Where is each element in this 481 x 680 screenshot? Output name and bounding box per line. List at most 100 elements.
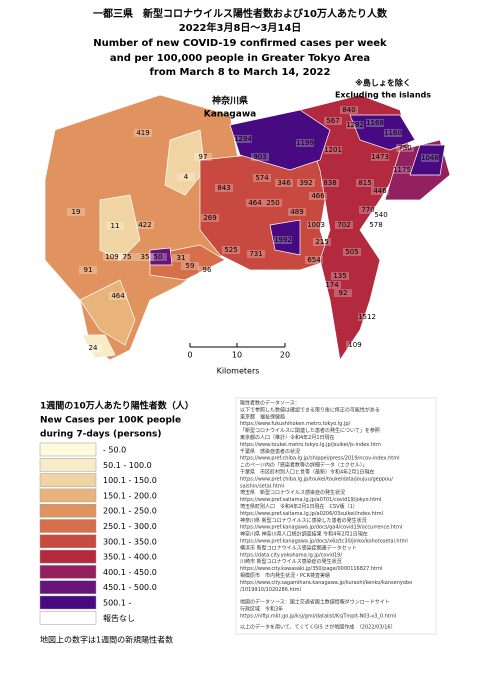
label-box xyxy=(251,153,269,161)
source-line: https://www.city.sagamihara.kanagawa.jp/… xyxy=(240,580,412,586)
map-label: 419 xyxy=(136,129,149,137)
label-box xyxy=(79,266,97,274)
map-label: 392 xyxy=(299,179,312,187)
map-label: 489 xyxy=(290,208,303,216)
map-shapes xyxy=(44,94,451,361)
source-line: 千葉県 感染症患者の状況 xyxy=(240,448,300,455)
label-box xyxy=(372,211,390,219)
label-box xyxy=(177,173,195,181)
source-line: https://www.fukushihoken.metro.tokyo.lg.… xyxy=(240,421,350,427)
legend-swatch xyxy=(39,488,97,503)
label-box xyxy=(134,129,152,137)
source-line: 行政区域 令和3年 xyxy=(240,606,283,613)
label-box xyxy=(359,206,377,214)
map-label: 422 xyxy=(138,221,151,229)
label-box xyxy=(288,208,306,216)
map-label: 1294 xyxy=(234,135,252,143)
label-box xyxy=(234,135,252,143)
source-line: https://www.city.kawasaki.jp/350/page/00… xyxy=(240,566,382,572)
source-line: saishin/setai.html xyxy=(240,483,284,489)
label-box xyxy=(274,236,292,244)
map-label: 96 xyxy=(203,266,212,274)
map-label: 731 xyxy=(249,250,262,258)
map-label: 215 xyxy=(315,238,328,246)
label-box xyxy=(136,221,154,229)
map-label: 1160 xyxy=(384,129,402,137)
label-box xyxy=(324,146,342,154)
label-box xyxy=(264,199,282,207)
label-box xyxy=(215,184,233,192)
source-line: https://www.pref.kanagawa.jp/docs/x6z/tc… xyxy=(240,539,408,545)
source-line: https://nlftp.mlit.go.jp/ksj/gml/datalis… xyxy=(240,614,396,620)
map-label: 59 xyxy=(186,262,195,270)
map-label: 446 xyxy=(373,187,387,195)
map-label: 464 xyxy=(111,292,125,300)
legend-label: 100.1 - 150.0 xyxy=(103,476,157,485)
source-line: 陽性者数のデータソース： xyxy=(240,400,300,407)
source-line: 埼玉県町別人口 令和4年2月1日現在 CSV版（1） xyxy=(240,503,358,510)
legend-swatch xyxy=(39,534,97,549)
label-box xyxy=(323,281,341,289)
legend-title: New Cases per 100K people xyxy=(40,416,181,426)
source-line: https://www.pref.kanagawa.jp/docs/ga4/co… xyxy=(240,525,402,531)
label-box xyxy=(172,254,190,262)
map-label: 770 xyxy=(361,206,374,214)
legend-swatch xyxy=(39,473,97,487)
legend-swatch xyxy=(39,519,97,533)
note: ※島しょを除く xyxy=(355,78,411,88)
region xyxy=(269,219,301,256)
label-box xyxy=(103,253,121,261)
map-label: 540 xyxy=(374,211,387,219)
source-line: 東京都 福祉保健局 xyxy=(240,413,285,420)
label-box xyxy=(84,344,102,352)
map-label: 250 xyxy=(266,199,279,207)
footnote: 地図上の数字は1週間の新規陽性者数 xyxy=(40,635,173,645)
legend-label: 450.1 - 500.0 xyxy=(103,583,157,592)
source-line: このページ内の「感染者数等の詳細データ（エクセル）」 xyxy=(240,462,367,469)
label-box xyxy=(396,144,414,152)
map-label: 525 xyxy=(224,246,237,254)
source-line: https://data.city.yokohama.lg.jp/covid19… xyxy=(240,552,342,558)
map-label: 840 xyxy=(342,106,355,114)
label-box xyxy=(371,153,389,161)
legend-title: during 7-days (persons) xyxy=(40,430,161,440)
region xyxy=(81,334,116,359)
legend-title: 1週間の10万人あたり陽性者数（人） xyxy=(40,400,194,412)
legend-label: 350.1 - 400.0 xyxy=(103,553,157,562)
map-label: 1175 xyxy=(393,166,411,174)
source-line: 川崎市 新型コロナウイルス感染症の発生状況 xyxy=(240,558,342,565)
region xyxy=(349,114,416,151)
label-box xyxy=(201,214,219,222)
map-label: 654 xyxy=(307,256,321,264)
map-label: 750 xyxy=(398,144,411,152)
region xyxy=(229,109,331,171)
map-label: 24 xyxy=(89,344,98,352)
legend-label: 50.1 - 100.0 xyxy=(103,461,152,470)
scale-label: 0 xyxy=(187,351,192,360)
scale-label: 10 xyxy=(232,351,242,360)
title-line: and per 100,000 people in Greater Tokyo … xyxy=(110,53,370,64)
map-label: 1048 xyxy=(421,154,439,162)
map-label: 1168 xyxy=(366,119,384,127)
label-box xyxy=(313,238,331,246)
map-label: 135 xyxy=(333,272,346,280)
map-label: 50 xyxy=(154,253,163,261)
source-line: 東京都の人口（推計）令和4年2月1日現在 xyxy=(240,434,335,441)
map-label: 1473 xyxy=(371,153,389,161)
legend-swatch xyxy=(39,565,97,579)
label-box xyxy=(346,341,364,349)
source-line: 千葉県 市区町村別人口と世帯（最新）令和4年2月1日現在 xyxy=(240,469,375,476)
source-line: 神奈川県 神奈川県人口統計調査結果 令和4年2月1日現在 xyxy=(240,531,368,538)
label-box xyxy=(371,187,389,195)
label-box xyxy=(356,179,374,187)
source-line: https://www.pref.chiba.lg.jp/toukei/touk… xyxy=(240,476,393,482)
map-label: 174 xyxy=(325,281,339,289)
label-box xyxy=(109,292,127,300)
source-box xyxy=(235,397,437,635)
label-box xyxy=(309,192,327,200)
map-label: 109 xyxy=(105,253,118,261)
map-label: 1992 xyxy=(274,236,292,244)
source-line: https://www.pref.chiba.lg.jp/shippei/pre… xyxy=(240,456,399,462)
map-label: 574 xyxy=(255,174,269,182)
